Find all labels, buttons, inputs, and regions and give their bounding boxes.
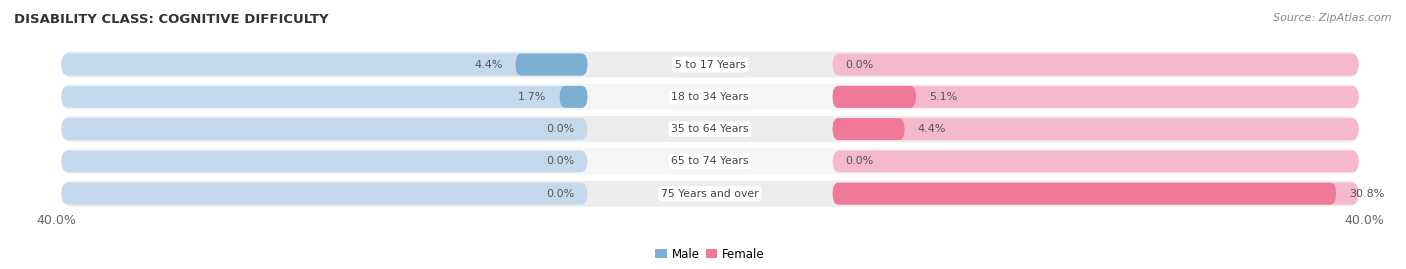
FancyBboxPatch shape xyxy=(60,183,588,205)
Text: 0.0%: 0.0% xyxy=(546,124,575,134)
Text: 4.4%: 4.4% xyxy=(474,59,502,70)
FancyBboxPatch shape xyxy=(832,183,1360,205)
FancyBboxPatch shape xyxy=(60,116,1360,142)
Text: 0.0%: 0.0% xyxy=(546,156,575,167)
FancyBboxPatch shape xyxy=(60,118,588,140)
Text: 30.8%: 30.8% xyxy=(1350,189,1385,199)
FancyBboxPatch shape xyxy=(60,150,588,172)
FancyBboxPatch shape xyxy=(832,118,1360,140)
Text: 0.0%: 0.0% xyxy=(845,59,875,70)
FancyBboxPatch shape xyxy=(832,183,1336,205)
FancyBboxPatch shape xyxy=(832,54,1360,76)
Text: 0.0%: 0.0% xyxy=(546,189,575,199)
FancyBboxPatch shape xyxy=(60,148,1360,174)
Text: 65 to 74 Years: 65 to 74 Years xyxy=(671,156,749,167)
FancyBboxPatch shape xyxy=(832,150,1360,172)
FancyBboxPatch shape xyxy=(60,181,1360,207)
FancyBboxPatch shape xyxy=(516,54,588,76)
FancyBboxPatch shape xyxy=(832,86,1360,108)
Text: 1.7%: 1.7% xyxy=(519,92,547,102)
Text: 18 to 34 Years: 18 to 34 Years xyxy=(671,92,749,102)
FancyBboxPatch shape xyxy=(560,86,588,108)
Text: 75 Years and over: 75 Years and over xyxy=(661,189,759,199)
Text: 5 to 17 Years: 5 to 17 Years xyxy=(675,59,745,70)
Text: 5.1%: 5.1% xyxy=(929,92,957,102)
FancyBboxPatch shape xyxy=(832,86,915,108)
FancyBboxPatch shape xyxy=(60,54,588,76)
Text: 0.0%: 0.0% xyxy=(845,156,875,167)
Text: Source: ZipAtlas.com: Source: ZipAtlas.com xyxy=(1274,13,1392,23)
Text: 35 to 64 Years: 35 to 64 Years xyxy=(671,124,749,134)
Text: DISABILITY CLASS: COGNITIVE DIFFICULTY: DISABILITY CLASS: COGNITIVE DIFFICULTY xyxy=(14,13,329,26)
FancyBboxPatch shape xyxy=(60,52,1360,77)
FancyBboxPatch shape xyxy=(832,118,904,140)
Text: 4.4%: 4.4% xyxy=(918,124,946,134)
FancyBboxPatch shape xyxy=(60,86,588,108)
Legend: Male, Female: Male, Female xyxy=(651,243,769,265)
FancyBboxPatch shape xyxy=(60,84,1360,110)
